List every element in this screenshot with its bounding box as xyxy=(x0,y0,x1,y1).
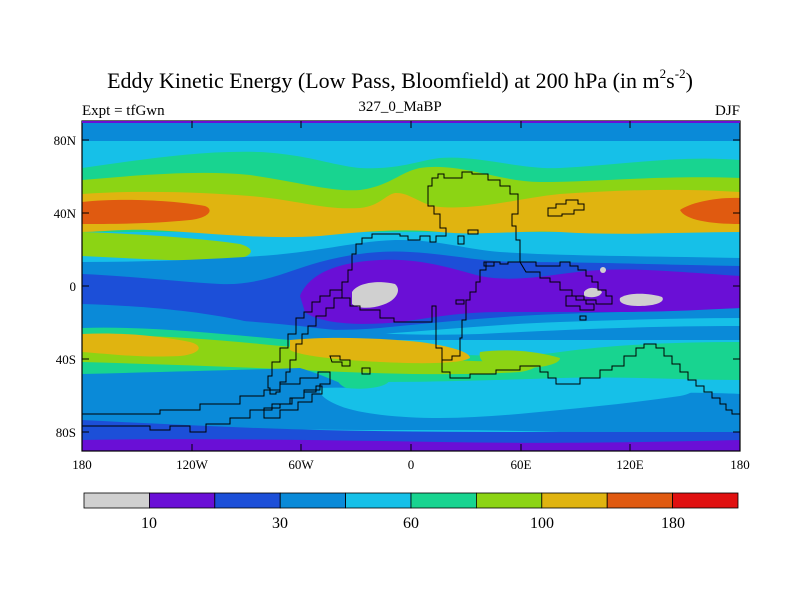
coast-madagascar xyxy=(455,299,465,305)
band-south-yellow-mid xyxy=(290,337,470,364)
colorbar-label: 10 xyxy=(141,515,157,532)
coast-indonesia xyxy=(565,295,595,311)
gray-min-africa xyxy=(352,282,399,308)
colorbar-box-2 xyxy=(214,492,281,509)
colorbar-box-7 xyxy=(541,492,608,509)
lat-tick-label: 40S xyxy=(56,352,76,367)
coast-new-guinea xyxy=(579,315,587,321)
colorbar-box-5 xyxy=(410,492,477,509)
green-patch-pacific xyxy=(82,232,251,261)
coast-antarctic-peninsula xyxy=(263,385,323,419)
case-label: 327_0_MaBP xyxy=(358,99,442,115)
colorbar-label: 180 xyxy=(661,515,685,532)
lon-tick-label: 60W xyxy=(288,457,314,472)
coast-red-sea xyxy=(457,235,465,245)
coast-eurasia-africa xyxy=(341,171,521,361)
band-north-yellow xyxy=(82,189,740,238)
jet-north-east xyxy=(680,197,740,224)
band-south-mblue xyxy=(82,316,740,340)
coast-asia-east xyxy=(519,261,613,305)
southern-ocean-teal xyxy=(338,373,390,389)
coast-southern-africa xyxy=(441,343,740,415)
colorbar-box-1 xyxy=(148,492,216,509)
colorbar-label: 30 xyxy=(272,515,288,532)
lat-tick-label: 80S xyxy=(56,425,76,440)
coast-south-pacific-islands xyxy=(361,367,371,375)
colorbar-box-0 xyxy=(83,492,150,509)
colorbar-box-6 xyxy=(475,492,543,509)
colorbar-label: 60 xyxy=(403,515,419,532)
coast-antarctica xyxy=(82,371,331,433)
lon-axis xyxy=(81,121,631,451)
band-south-yellow-west xyxy=(82,333,199,357)
gray-min-maritime xyxy=(619,293,663,306)
lon-tick-label: 180 xyxy=(72,457,92,472)
coast-south-america xyxy=(267,289,343,395)
lat-labels: 80N 40N 0 40S 80S xyxy=(54,133,77,440)
lat-tick-label: 80N xyxy=(54,133,77,148)
season-label: DJF xyxy=(714,103,740,119)
tropics-purple xyxy=(300,259,740,324)
colorbar-label: 100 xyxy=(530,515,554,532)
coast-persian-gulf xyxy=(483,261,495,267)
colorbar-box-4 xyxy=(345,492,412,509)
band-south-green-east xyxy=(479,350,560,369)
experiment-label: Expt = tfGwn xyxy=(82,103,165,119)
lon-tick-label: 120W xyxy=(176,457,209,472)
lat-axis xyxy=(82,139,740,433)
lon-tick-label: 0 xyxy=(408,457,415,472)
gray-min-dot xyxy=(600,267,606,273)
lat-tick-label: 40N xyxy=(54,206,77,221)
colorbar-box-8 xyxy=(606,492,674,509)
chart-title: Eddy Kinetic Energy (Low Pass, Bloomfiel… xyxy=(107,66,693,93)
band-north-pole xyxy=(82,121,740,141)
coast-south-georgia xyxy=(329,355,351,367)
jet-north-west xyxy=(82,199,210,224)
colorbar: 10 30 60 100 180 xyxy=(83,492,739,532)
colorbar-box-3 xyxy=(279,492,347,509)
colorbar-box-9 xyxy=(672,492,739,509)
lon-tick-label: 60E xyxy=(511,457,532,472)
lon-tick-label: 180 xyxy=(730,457,750,472)
lon-tick-label: 120E xyxy=(616,457,644,472)
coastlines xyxy=(82,171,740,433)
lon-labels: 180 120W 60W 0 60E 120E 180 xyxy=(72,457,750,472)
southern-ocean-cyan xyxy=(319,382,695,418)
coast-japan xyxy=(547,199,585,217)
contour-field xyxy=(82,121,740,451)
lat-tick-label: 0 xyxy=(70,279,77,294)
coast-caspian xyxy=(467,229,479,235)
